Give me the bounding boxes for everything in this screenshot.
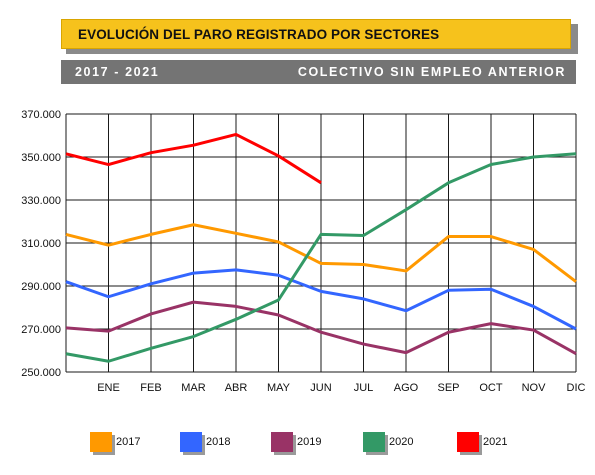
y-tick-label: 290.000 <box>21 281 61 293</box>
legend-label: 2021 <box>483 436 508 448</box>
x-tick-label: DIC <box>567 382 586 394</box>
collective-label: COLECTIVO SIN EMPLEO ANTERIOR <box>297 65 566 79</box>
x-tick-label: ENE <box>97 382 120 394</box>
x-tick-label: FEB <box>140 382 161 394</box>
subtitle-bar: 2017 - 2021 COLECTIVO SIN EMPLEO ANTERIO… <box>61 60 576 84</box>
legend-label: 2017 <box>116 436 141 448</box>
series-line-2020 <box>65 152 577 363</box>
period-label: 2017 - 2021 <box>75 65 160 79</box>
x-tick-label: ABR <box>225 382 248 394</box>
x-tick-label: JUL <box>354 382 374 394</box>
y-tick-label: 370.000 <box>21 109 61 121</box>
y-tick-label: 270.000 <box>21 324 61 336</box>
legend-item-2021: 2021 <box>457 432 507 452</box>
legend-swatch <box>180 432 202 452</box>
legend-item-2019: 2019 <box>271 432 321 452</box>
title-banner: EVOLUCIÓN DEL PARO REGISTRADO POR SECTOR… <box>61 19 571 49</box>
legend-item-2017: 2017 <box>90 432 140 452</box>
series-line-2021 <box>65 132 322 185</box>
legend-swatch <box>363 432 385 452</box>
legend-label: 2018 <box>206 436 231 448</box>
legend-swatch <box>271 432 293 452</box>
legend-swatch <box>90 432 112 452</box>
x-tick-label: MAR <box>181 382 206 394</box>
legend-label: 2019 <box>297 436 322 448</box>
x-tick-label: MAY <box>267 382 291 394</box>
legend-item-2020: 2020 <box>363 432 413 452</box>
legend-item-2018: 2018 <box>180 432 230 452</box>
x-tick-label: SEP <box>437 382 459 394</box>
legend-label: 2020 <box>389 436 414 448</box>
x-tick-label: NOV <box>522 382 547 394</box>
series-line-2018 <box>65 268 577 331</box>
y-tick-label: 250.000 <box>21 367 61 379</box>
legend-swatch <box>457 432 479 452</box>
x-tick-label: AGO <box>394 382 419 394</box>
chart-title: EVOLUCIÓN DEL PARO REGISTRADO POR SECTOR… <box>78 27 440 42</box>
y-tick-label: 330.000 <box>21 195 61 207</box>
x-tick-label: JUN <box>310 382 331 394</box>
legend: 2017 2018 2019 2020 2021 <box>0 432 595 456</box>
x-tick-label: OCT <box>479 382 503 394</box>
series-line-2017 <box>65 223 577 283</box>
y-tick-label: 350.000 <box>21 152 61 164</box>
series-line-2019 <box>65 300 577 356</box>
y-tick-label: 310.000 <box>21 238 61 250</box>
